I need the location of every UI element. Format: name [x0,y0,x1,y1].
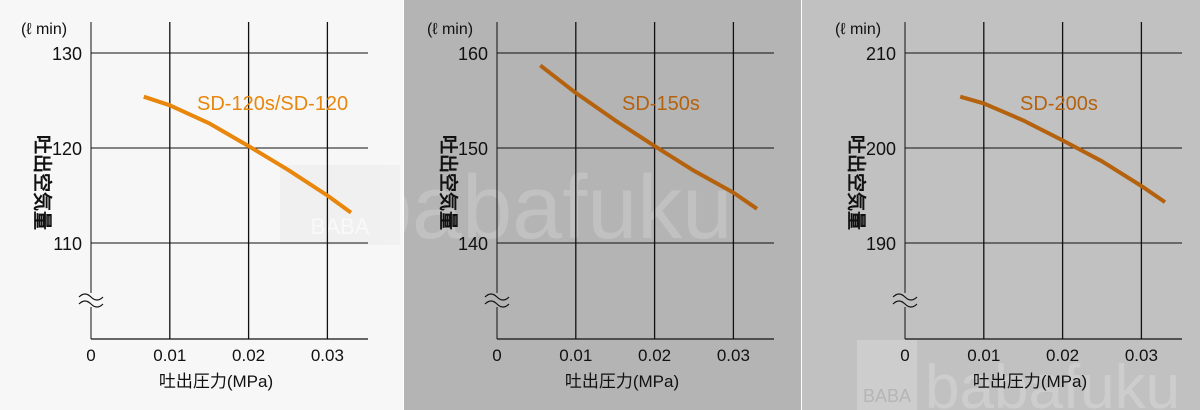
y-tick-label: 140 [458,234,488,254]
series-line [959,94,1167,204]
x-tick-label: 0 [86,346,95,365]
x-tick-label: 0.02 [638,346,671,365]
y-axis-title: 吐出空気量 [437,135,460,230]
x-tick-label: 0.01 [967,346,1000,365]
unit-label: (ℓ min) [21,21,67,38]
y-tick-label: 210 [866,44,896,64]
x-tick-label: 0.02 [232,346,265,365]
watermark-text: babafuku [404,158,732,258]
series-line [539,63,759,211]
axis-break-icon [78,293,104,308]
panel-background [0,0,403,410]
unit-label: (ℓ min) [427,21,473,38]
chart-0: BABA 130 120 110 0 0.01 0.02 0.03 (ℓ min) 吐出空気量吐出… [0,0,403,410]
watermark: BABA babafuku [857,340,1180,410]
watermark-text: babafuku [925,353,1180,410]
y-axis-title: 吐出空気量 [845,135,868,230]
x-tick-label: 0.03 [311,346,344,365]
series-line [143,94,353,215]
y-tick-label: 150 [458,139,488,159]
x-axis-title: 吐出圧力(MPa) [159,372,273,391]
watermark-logo [857,340,917,410]
x-tick-label: 0.02 [1046,346,1079,365]
x-axis-title: 吐出圧力(MPa) [973,372,1087,391]
series-label: SD-200s [1020,93,1098,115]
y-tick-label: 190 [866,234,896,254]
series-label: SD-150s [622,93,700,115]
watermark-logo-text: BABA [863,386,911,406]
x-axis-title: 吐出圧力(MPa) [565,372,679,391]
series-label: SD-120s/SD-120 [197,93,348,115]
panel-background [802,0,1200,410]
x-tick-label: 0.03 [717,346,750,365]
y-axis-title: 吐出空気量 [31,135,54,230]
axis-break-icon [484,293,510,308]
unit-label: (ℓ min) [835,21,881,38]
x-tick-label: 0 [900,346,909,365]
axis-break-icon [892,293,918,308]
chart-2: BABA babafuku 210 200 190 0 0.01 0.02 0.03 (ℓ min… [802,0,1200,410]
y-tick-label: 130 [52,44,82,64]
watermark-logo-text: BABA [311,214,370,239]
y-tick-label: 120 [52,139,82,159]
y-tick-label: 200 [866,139,896,159]
x-tick-label: 0 [492,346,501,365]
y-tick-label: 110 [53,234,82,254]
x-tick-label: 0.01 [559,346,592,365]
x-tick-label: 0.03 [1125,346,1158,365]
x-tick-label: 0.01 [153,346,186,365]
y-tick-label: 160 [458,44,488,64]
panel-background [404,0,801,410]
